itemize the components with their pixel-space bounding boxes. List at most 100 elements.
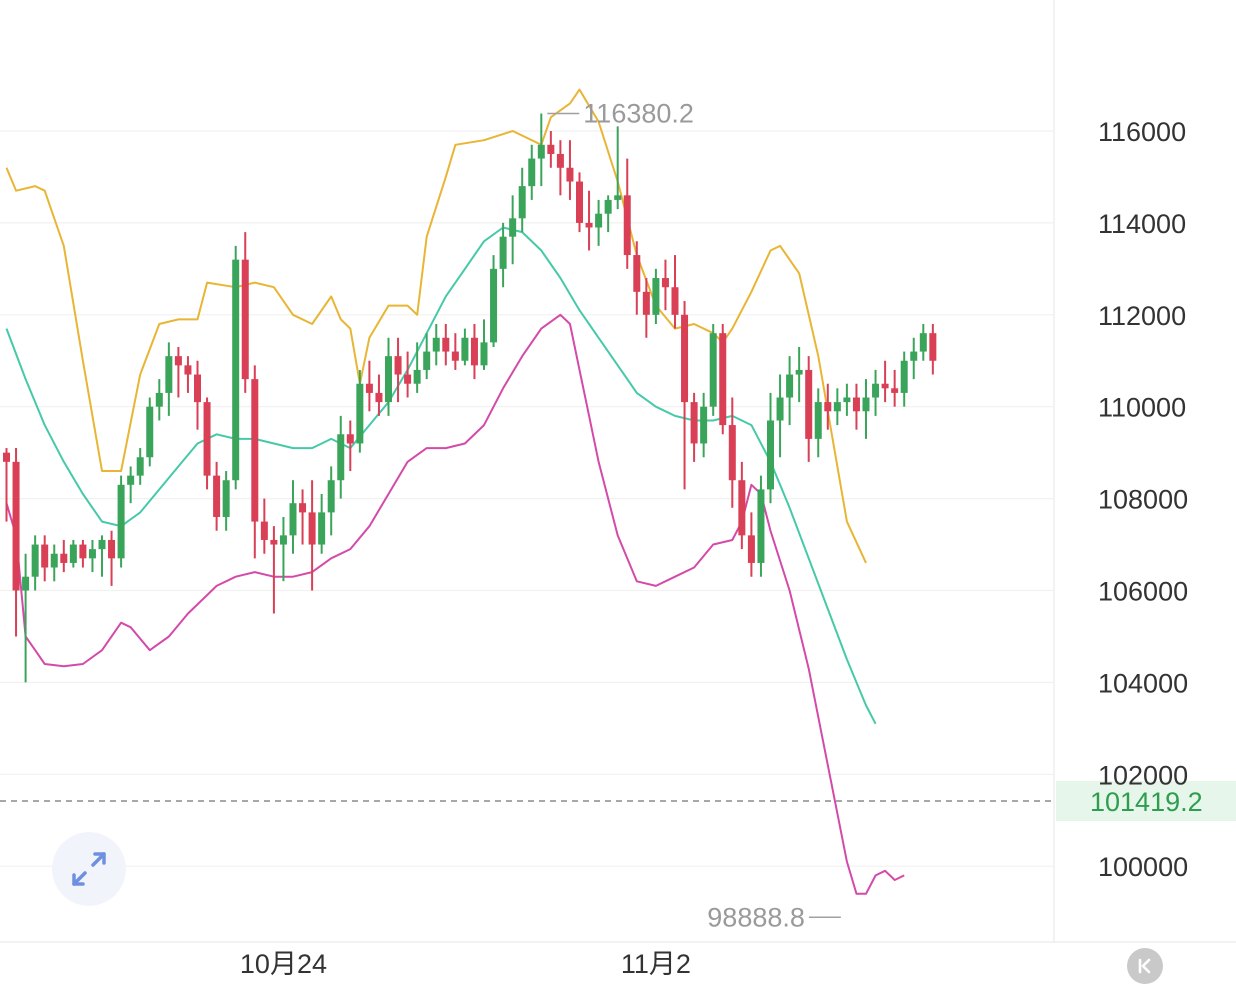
candle-body (891, 388, 899, 393)
expand-arrows-icon (72, 852, 106, 886)
candle (394, 337, 402, 403)
candle (900, 351, 908, 407)
candle-body (108, 539, 116, 559)
candle-body (432, 337, 440, 352)
candle-body (12, 461, 20, 591)
candle (299, 489, 307, 545)
candle (22, 553, 30, 683)
candle (738, 461, 746, 550)
candle (757, 475, 765, 577)
candle-body (356, 383, 364, 444)
candle (566, 140, 574, 200)
candle-body (327, 480, 335, 513)
grid (0, 0, 1236, 943)
candle (270, 526, 278, 614)
candle-body (98, 539, 106, 550)
candle-body (767, 420, 774, 490)
candle-body (852, 397, 860, 412)
candle-body (862, 397, 870, 412)
candle (279, 516, 287, 582)
collapse-button[interactable] (1127, 948, 1163, 984)
candle-body (537, 144, 545, 159)
candle-body (566, 167, 574, 182)
candle (852, 383, 860, 430)
candle-body (642, 291, 650, 315)
candle-body (213, 475, 221, 517)
candle (929, 323, 937, 375)
candle-body (308, 512, 316, 545)
candle-body (461, 337, 469, 361)
candle-body (900, 360, 908, 393)
candle-body (910, 351, 918, 361)
candle-body (719, 333, 727, 426)
lower-band-line (5, 313, 905, 895)
candle (98, 535, 106, 577)
candles (3, 113, 937, 683)
candle-body (241, 259, 249, 380)
price-tick-label: 112000 (1098, 301, 1186, 331)
candle-body (60, 553, 68, 563)
candle-body (623, 195, 631, 256)
candle (499, 222, 507, 288)
collapse-left-icon (1138, 958, 1151, 974)
candle (146, 397, 154, 467)
low-annotation: 98888.8 (707, 902, 805, 932)
expand-button[interactable] (52, 832, 126, 906)
candle (365, 360, 373, 412)
time-tick-label: 10月24 (240, 949, 327, 979)
candle-body (423, 351, 431, 370)
candle-body (232, 259, 240, 481)
candle (12, 448, 20, 637)
candle (747, 512, 755, 577)
annotations: 116380.2 98888.8 (547, 99, 841, 932)
candle-body (614, 195, 622, 200)
candle (642, 278, 650, 338)
candle (260, 498, 268, 554)
candle-body (289, 503, 297, 536)
candle-body (203, 402, 211, 476)
time-tick-label: 11月2 (621, 949, 691, 979)
candle (824, 383, 832, 430)
candle-body (251, 379, 259, 522)
candle-body (413, 369, 421, 384)
candle-body (404, 374, 412, 384)
candle (576, 172, 583, 233)
candle (451, 333, 459, 370)
candle (518, 167, 526, 233)
candle (461, 328, 469, 366)
candle (50, 544, 58, 582)
candle (690, 392, 698, 462)
candle (891, 369, 899, 407)
candle (604, 195, 612, 233)
candle-body (547, 144, 555, 154)
candle-body (260, 521, 268, 540)
candle (203, 397, 211, 490)
candle (833, 388, 841, 426)
candle-body (528, 158, 536, 187)
candle (432, 323, 440, 366)
candle (308, 480, 316, 591)
candle-body (117, 484, 125, 559)
candle-body (69, 544, 77, 563)
candle-body (747, 535, 755, 563)
candle-body (919, 333, 927, 352)
price-tick-label: 116000 (1098, 117, 1186, 147)
candle-body (872, 383, 880, 398)
candle-body (299, 503, 307, 513)
candle-body (824, 402, 832, 412)
candle-body (194, 374, 201, 403)
candle (413, 342, 421, 393)
price-tick-label: 108000 (1098, 485, 1188, 515)
candle (595, 199, 603, 246)
candle (919, 323, 927, 361)
candle-body (146, 406, 154, 458)
candle (614, 126, 622, 210)
candle (404, 351, 412, 398)
current-price-tag (1056, 780, 1236, 821)
candle (184, 356, 192, 393)
candle-body (365, 383, 373, 393)
candle-body (127, 475, 135, 485)
candle (108, 530, 116, 586)
current-price-marker: 101419.2 (0, 780, 1236, 821)
